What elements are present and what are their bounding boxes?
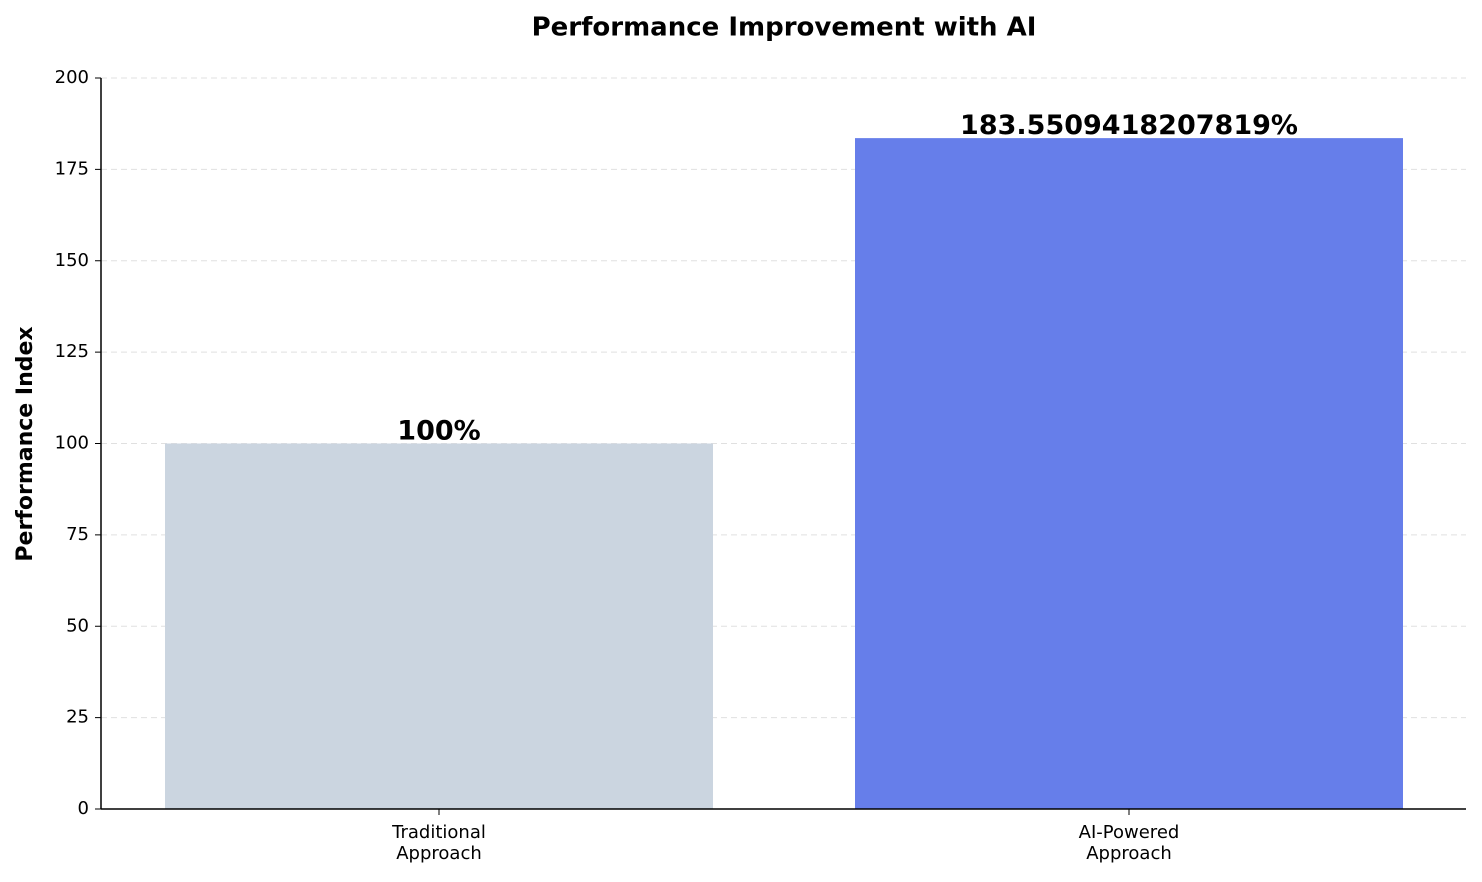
y-axis-label: Performance Index xyxy=(13,326,38,561)
y-tick-label: 175 xyxy=(55,158,89,179)
y-tick-label: 125 xyxy=(55,341,89,362)
bar xyxy=(165,443,713,809)
y-tick-label: 150 xyxy=(55,250,89,271)
x-tick-label: AI-Powered Approach xyxy=(1078,822,1180,864)
y-tick-label: 0 xyxy=(78,798,89,819)
y-tick-label: 75 xyxy=(66,524,89,545)
value-label: 100% xyxy=(397,416,480,447)
x-tick-label: Traditional Approach xyxy=(392,822,486,864)
value-label: 183.5509418207819% xyxy=(960,110,1298,141)
y-tick-label: 200 xyxy=(55,67,89,88)
y-tick-label: 25 xyxy=(66,707,89,728)
chart-title: Performance Improvement with AI xyxy=(532,13,1037,43)
y-tick-label: 50 xyxy=(66,615,89,636)
y-tick-label: 100 xyxy=(55,433,89,454)
bar xyxy=(855,138,1403,809)
